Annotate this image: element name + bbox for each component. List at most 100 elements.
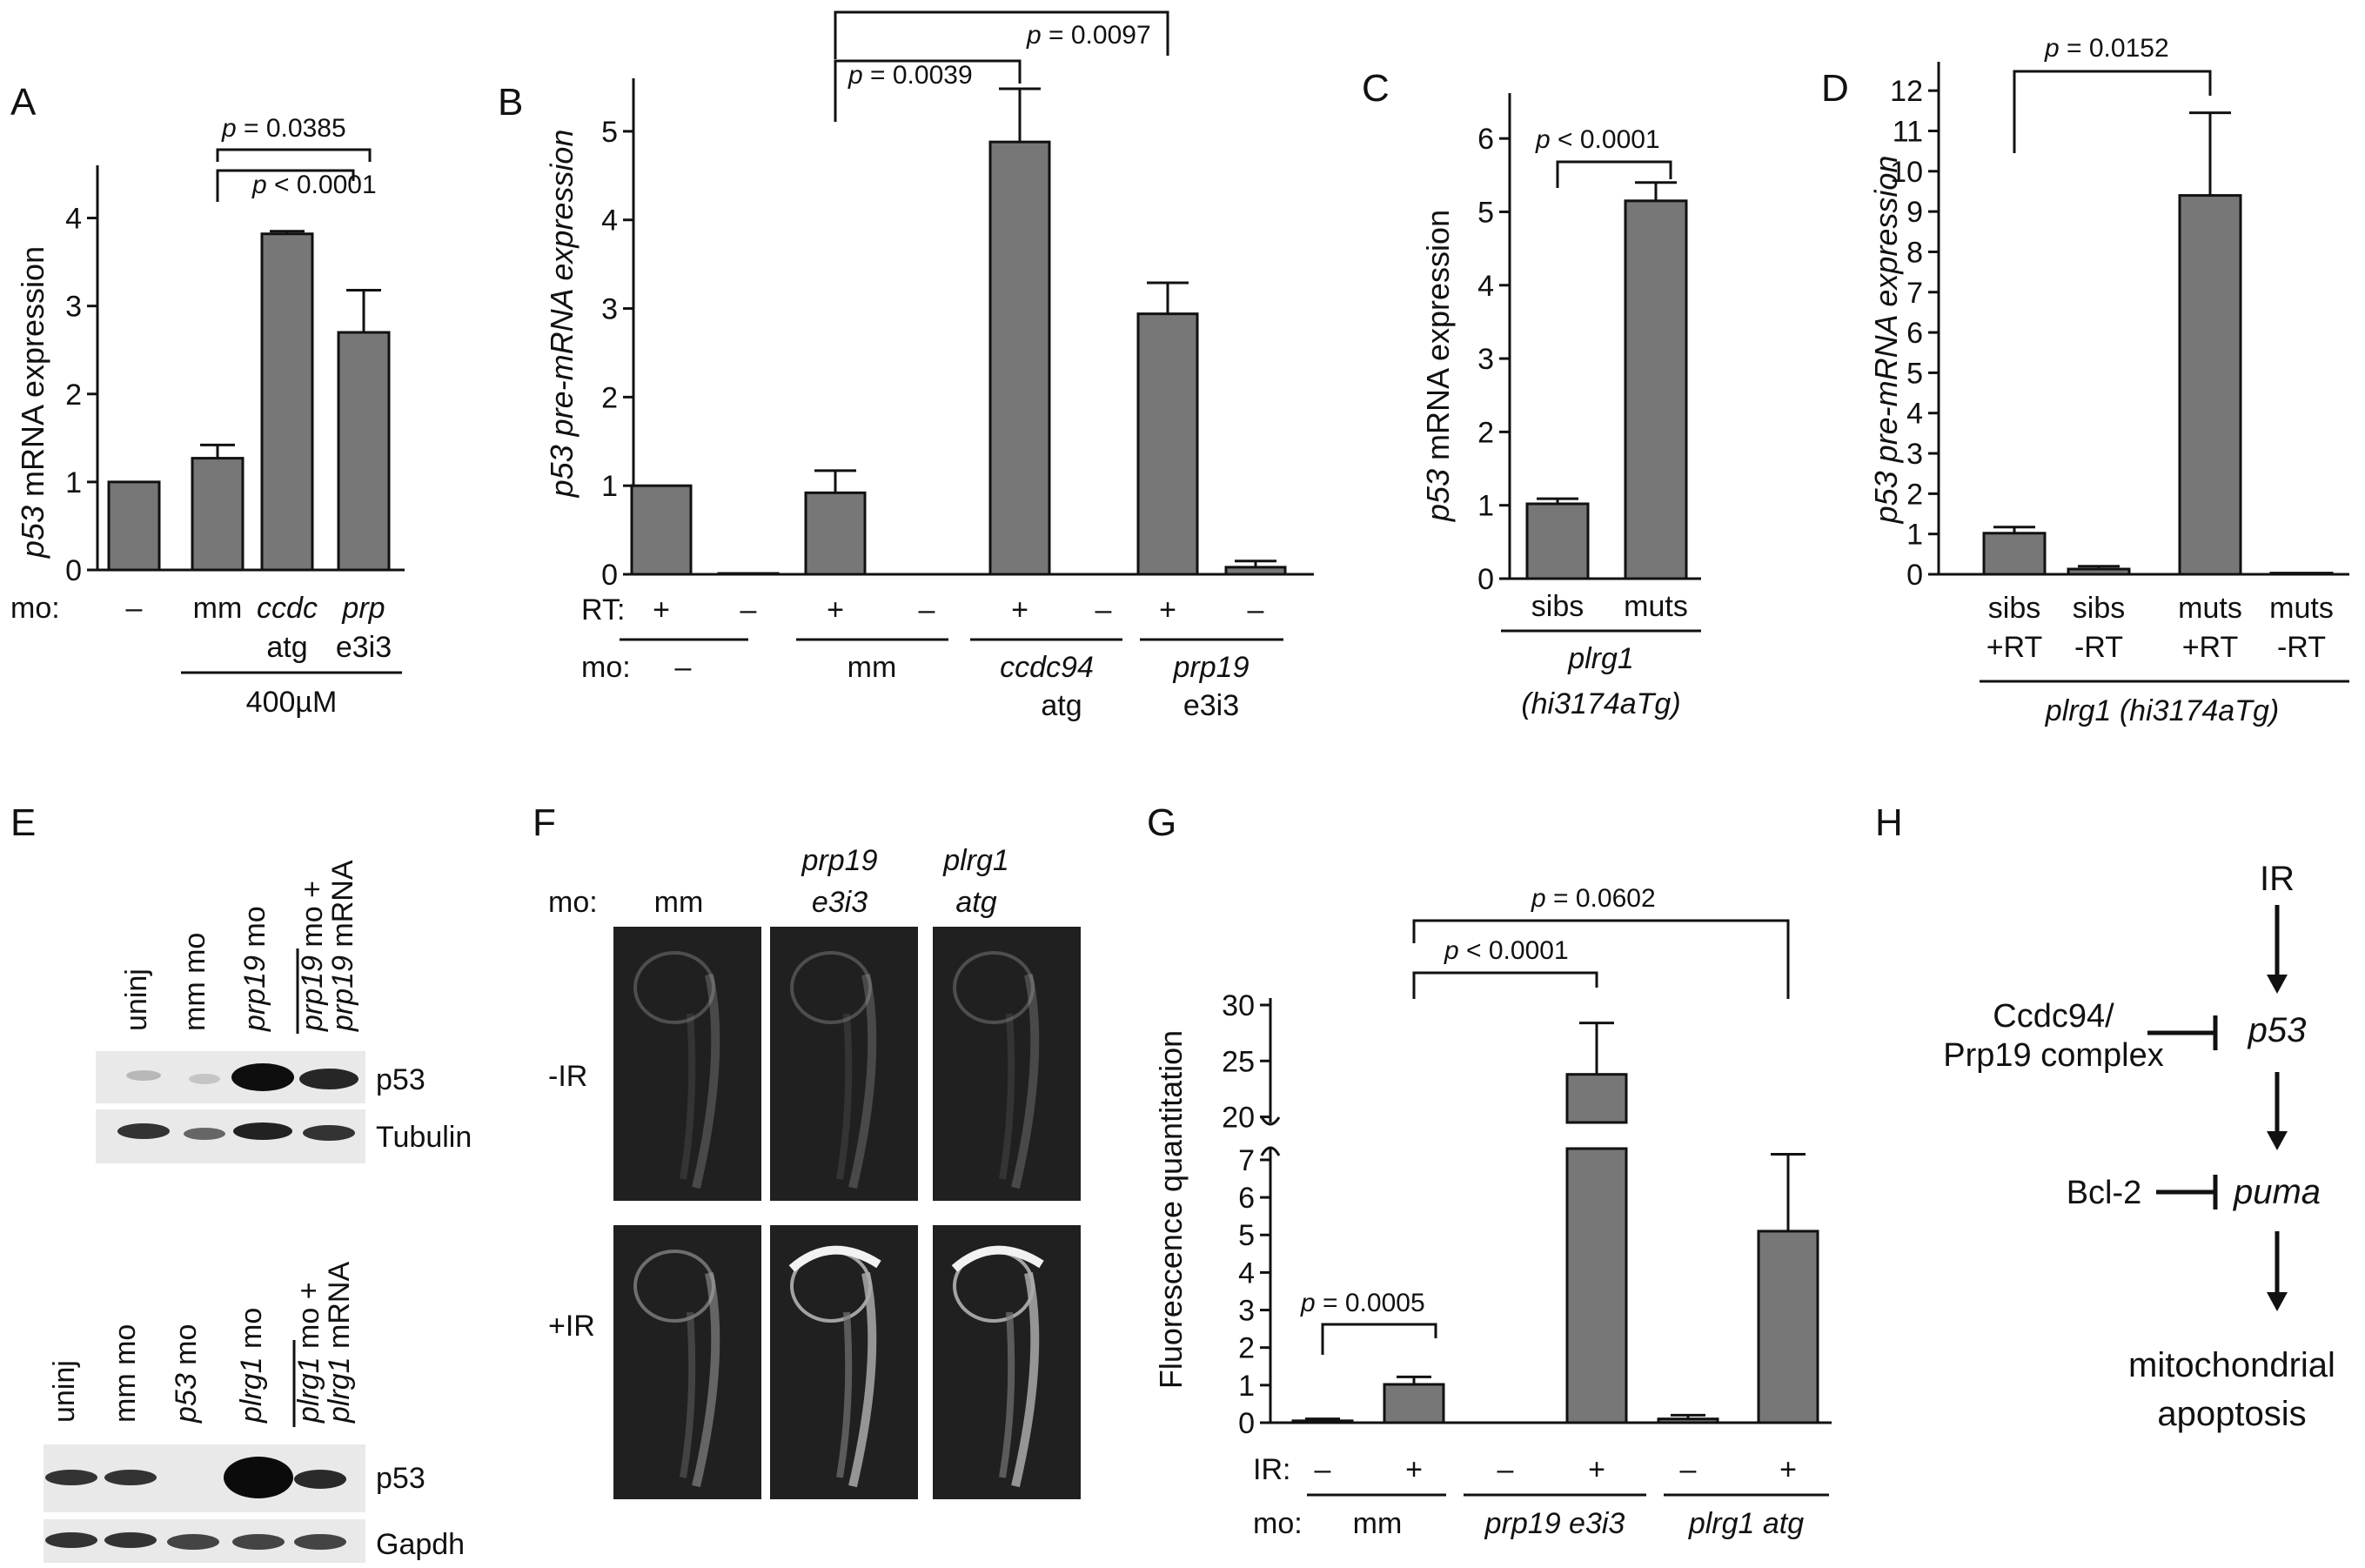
- y-tick-label: 2: [65, 379, 82, 412]
- panel-d-group-label: plrg1 (hi3174aTg): [2045, 694, 2279, 727]
- e1-lane-4-line2: prp19 mRNA: [326, 860, 359, 1032]
- e2-band-p53-1: [45, 1470, 97, 1485]
- panel-d-letter: D: [1821, 67, 1849, 110]
- y-tick-label: 5: [1477, 196, 1494, 229]
- e2-lane-5-line1: plrg1 mo +: [292, 1282, 325, 1424]
- y-tick-label: 25: [1222, 1045, 1255, 1078]
- y-tick-label: 3: [65, 291, 82, 324]
- y-tick-label: 5: [1238, 1219, 1255, 1252]
- y-tick-label: 8: [1906, 236, 1923, 269]
- panel-b-group-4: prp19: [1173, 651, 1249, 684]
- panel-d-cat-line1: sibs: [2073, 592, 2125, 625]
- y-tick-label: 0: [601, 559, 618, 592]
- e1-band-tub-1: [117, 1123, 170, 1139]
- rt-sign: –: [740, 593, 757, 627]
- ir-sign: –: [1315, 1453, 1331, 1486]
- embryo-head: [633, 951, 715, 1024]
- arrow-p53-puma-head: [2267, 1131, 2288, 1150]
- e2-band-gapdh-2: [104, 1532, 157, 1548]
- panel-e: E uninj mm mo prp19 mo prp19 mo + prp19 …: [10, 801, 472, 1563]
- e2-band-p53-4: [224, 1457, 293, 1498]
- y-tick-label: 4: [1906, 398, 1923, 431]
- ir-sign: +: [1779, 1453, 1797, 1486]
- rt-sign: +: [827, 593, 844, 627]
- pathway-out-line1: mitochondrial: [2128, 1346, 2335, 1384]
- e1-lane-1: uninj: [120, 968, 153, 1031]
- panel-b-pval-2: p = 0.0097: [1026, 21, 1151, 50]
- e2-band-gapdh-3: [167, 1534, 219, 1550]
- panel-c-group-2: (hi3174aTg): [1521, 687, 1680, 720]
- bar: [1757, 1230, 1819, 1424]
- panel-b-group-1: –: [675, 651, 692, 684]
- panel-g-bracket-3: [1412, 919, 1790, 999]
- panel-g-bracket-1: [1321, 1323, 1437, 1355]
- panel-g-letter: G: [1147, 801, 1176, 844]
- panel-c: C 0 1 2 3 4 5 6 p53 mRNA expression p < 0.0001…: [1362, 67, 1701, 720]
- y-tick-label: 3: [1906, 438, 1923, 471]
- y-tick-label: 4: [1238, 1256, 1255, 1290]
- panel-g-pval-1: p = 0.0005: [1300, 1289, 1425, 1317]
- e2-lane-1: uninj: [48, 1360, 81, 1423]
- embryo-tail: [1011, 1271, 1040, 1488]
- y-tick-label: 6: [1906, 317, 1923, 350]
- y-tick-label: 5: [1906, 357, 1923, 390]
- panel-a-cat-3: ccdc: [257, 592, 318, 625]
- y-tick-label: 0: [1906, 559, 1923, 592]
- y-tick-label: 1: [601, 470, 618, 503]
- y-tick-label: 1: [65, 466, 82, 499]
- ir-sign: –: [1497, 1453, 1514, 1486]
- panel-c-cat-2: muts: [1624, 590, 1688, 623]
- e2-band-p53-2: [104, 1470, 157, 1485]
- rt-sign: –: [919, 593, 935, 627]
- embryo-signal: [788, 1245, 881, 1272]
- e2-lane-5-line2: plrg1 mRNA: [323, 1262, 356, 1424]
- e2-band-gapdh-1: [45, 1532, 97, 1548]
- embryo-tail: [692, 1271, 720, 1488]
- panel-d-cat-line2: +RT: [2182, 631, 2239, 664]
- pathway-bcl2: Bcl-2: [2067, 1175, 2142, 1211]
- panel-a-cat-1: –: [126, 592, 143, 625]
- panel-a: A 0 1 2 3 4 p53 mRNA expression p < 0.0001 p…: [10, 81, 405, 719]
- y-tick-label: 9: [1906, 196, 1923, 229]
- bar: [2067, 567, 2131, 576]
- e2-lane-3: p53 mo: [170, 1324, 203, 1424]
- y-tick-label: 20: [1222, 1102, 1255, 1135]
- panel-d-bars: [1982, 111, 2334, 576]
- panel-f-col-3: plrg1: [942, 844, 1009, 877]
- rt-sign: +: [653, 593, 670, 627]
- embryo-yolk: [999, 1311, 1015, 1478]
- panel-f-letter: F: [533, 801, 556, 844]
- pathway-ir: IR: [2260, 860, 2295, 898]
- panel-c-y-axis: 0 1 2 3 4 5 6: [1477, 93, 1701, 596]
- e1-band-tub-2: [184, 1128, 225, 1140]
- panel-f-col-1: mm: [654, 886, 704, 919]
- bar: [107, 480, 161, 572]
- pathway-complex-line2: Prp19 complex: [1943, 1037, 2163, 1074]
- panel-d-cat-line2: -RT: [2074, 631, 2123, 664]
- arrow-puma-out-head: [2267, 1292, 2288, 1311]
- y-tick-label: 6: [1477, 123, 1494, 156]
- panel-f-row-1: -IR: [548, 1060, 587, 1093]
- panel-d-cat-line1: muts: [2178, 592, 2242, 625]
- panel-a-pval-2: p = 0.0385: [221, 114, 346, 143]
- panel-d-bracket: [2013, 70, 2212, 153]
- panel-g-ir-signs: – + – + – +: [1315, 1453, 1797, 1486]
- panel-a-letter: A: [10, 81, 37, 124]
- bar: [988, 140, 1051, 576]
- e2-band-p53-5: [294, 1470, 346, 1489]
- arrow-ir-p53-head: [2267, 975, 2288, 994]
- ir-sign: –: [1680, 1453, 1697, 1486]
- panel-b-bracket-2: [834, 10, 1169, 59]
- panel-c-cat-1: sibs: [1531, 590, 1584, 623]
- panel-a-cat-3-line2: atg: [266, 631, 307, 664]
- ir-sign: +: [1588, 1453, 1605, 1486]
- panel-b-pval-1: p = 0.0039: [848, 61, 973, 90]
- e1-band-tub-3: [233, 1122, 292, 1140]
- embryo-image: [613, 927, 761, 1201]
- embryo-image: [933, 927, 1081, 1201]
- axis-break-mark: [1260, 1146, 1281, 1156]
- embryo-head: [790, 951, 872, 1024]
- panel-g-group-3: plrg1 atg: [1688, 1507, 1804, 1540]
- panel-d-cat-line1: muts: [2269, 592, 2334, 625]
